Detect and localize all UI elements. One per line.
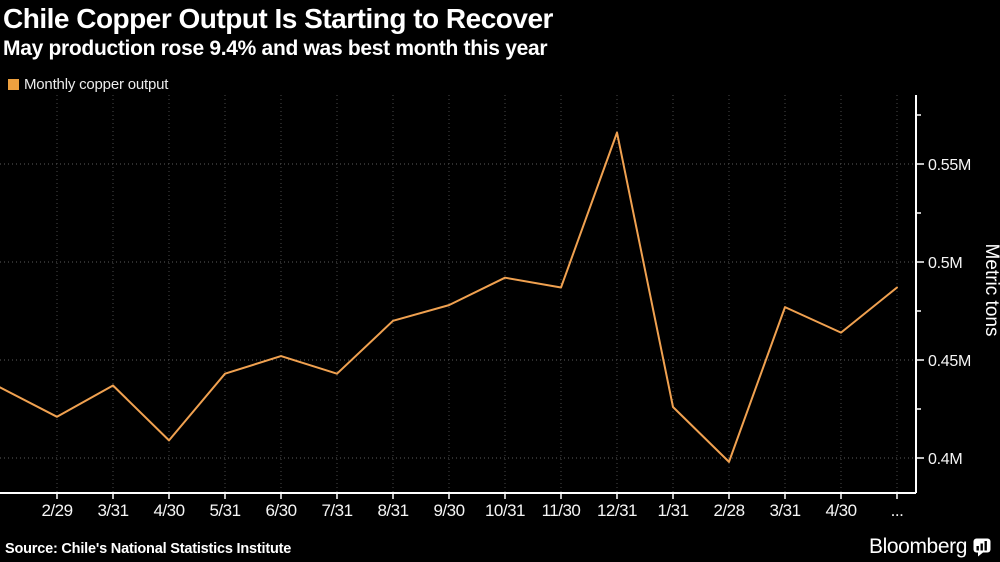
chart-title: Chile Copper Output Is Starting to Recov…: [3, 3, 553, 34]
x-axis-tick-label: 1/31: [657, 501, 688, 520]
source-note: Source: Chile's National Statistics Inst…: [5, 541, 292, 557]
bloomberg-icon: [973, 538, 991, 556]
x-axis-tick-label: 9/30: [433, 501, 464, 520]
bloomberg-wordmark: Bloomberg: [869, 535, 967, 558]
legend: Monthly copper output: [8, 76, 168, 93]
y-axis-tick-label: 0.5M: [928, 255, 962, 272]
legend-swatch-icon: [8, 79, 19, 90]
y-axis-tick-label: 0.45M: [928, 353, 971, 370]
y-axis-tick-label: 0.4M: [928, 451, 962, 468]
y-axis-unit-label: Metric tons: [981, 244, 1000, 337]
data-line-monthly-copper-output: [0, 131, 898, 463]
chart-subtitle: May production rose 9.4% and was best mo…: [3, 37, 548, 60]
x-axis-tick-label: 3/31: [97, 501, 128, 520]
x-axis-tick-label: 2/28: [713, 501, 744, 520]
x-axis-tick-label: 12/31: [597, 501, 637, 520]
x-axis-tick-label: 8/31: [377, 501, 408, 520]
x-axis-tick-label: 4/30: [825, 501, 856, 520]
x-axis-tick-label: 5/31: [209, 501, 240, 520]
y-axis-tick-label: 0.55M: [928, 157, 971, 174]
x-axis-tick-label: 10/31: [485, 501, 525, 520]
x-axis-tick-label: 11/30: [542, 501, 581, 520]
x-axis-tick-label: 4/30: [153, 501, 184, 520]
x-axis-tick-label: ...: [891, 501, 904, 520]
legend-label: Monthly copper output: [24, 76, 169, 93]
x-axis-tick-label: 3/31: [769, 501, 800, 520]
x-axis-tick-label: 7/31: [321, 501, 352, 520]
x-axis-tick-label: 2/29: [41, 501, 72, 520]
bloomberg-logo: Bloomberg: [869, 535, 992, 559]
x-axis-tick-label: 6/30: [265, 501, 296, 520]
